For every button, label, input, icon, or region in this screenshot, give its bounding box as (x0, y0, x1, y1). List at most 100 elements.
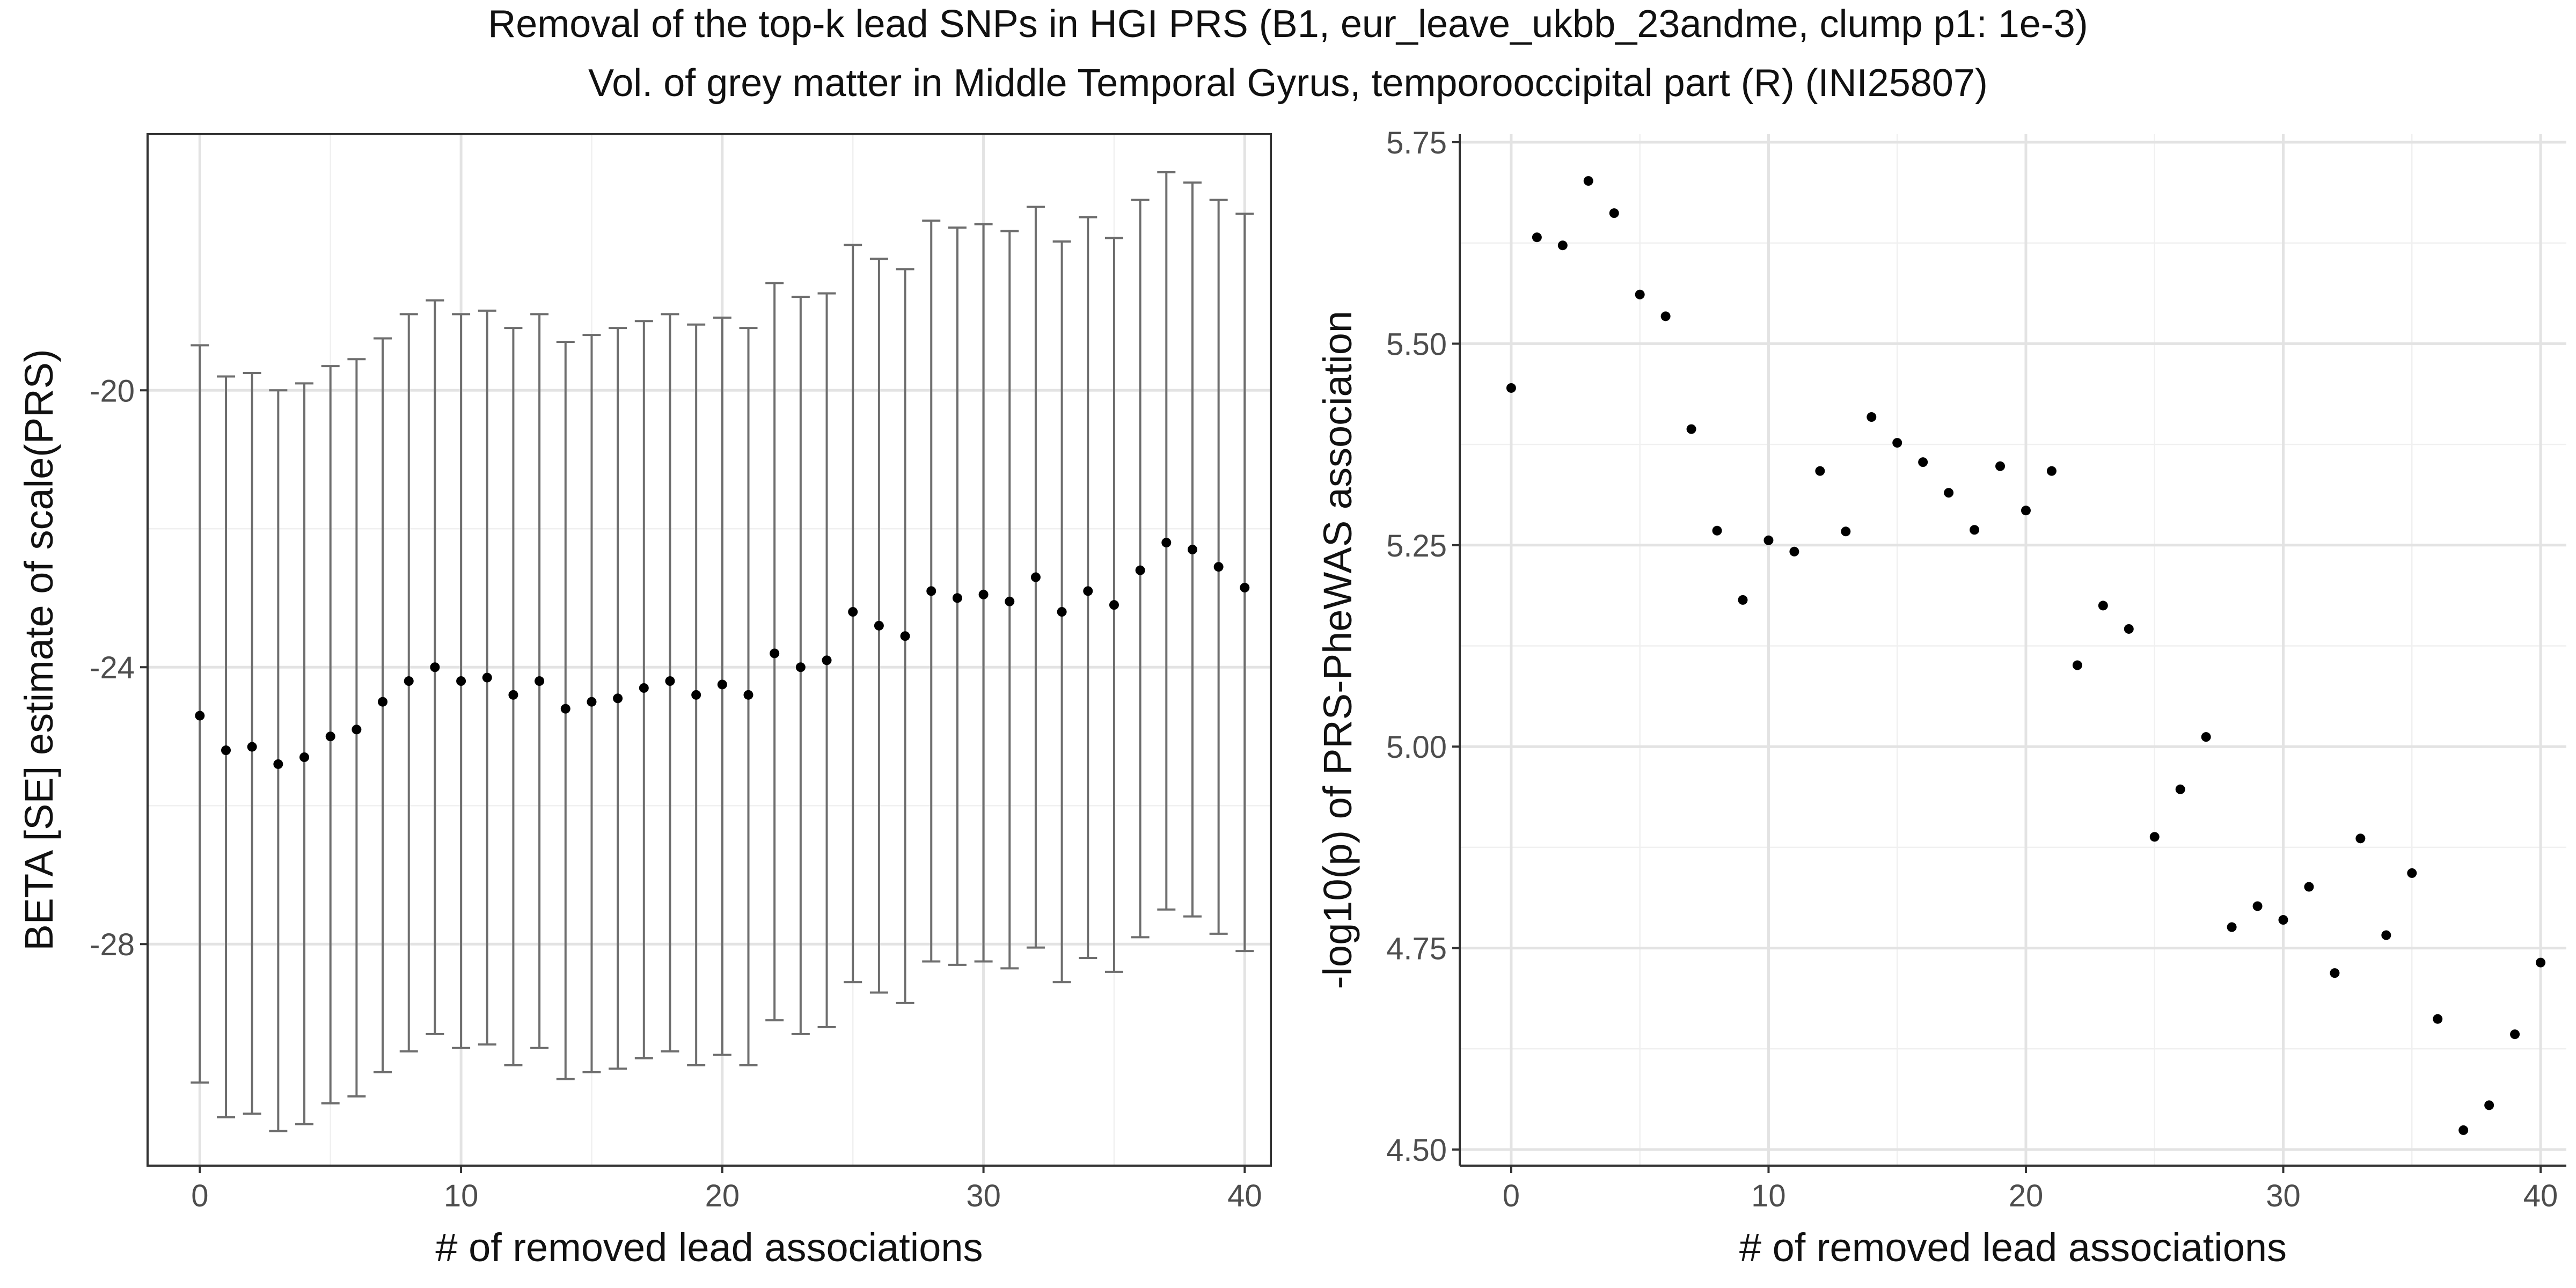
y-tick-label: 5.25 (1386, 529, 1447, 564)
data-point (1057, 607, 1067, 617)
data-point (2201, 732, 2211, 742)
data-point (900, 631, 910, 641)
data-point (221, 745, 231, 756)
data-point (1135, 565, 1145, 575)
data-point (978, 589, 989, 599)
data-point (2381, 930, 2391, 940)
data-point (352, 724, 362, 735)
axis-ticks: 0 10 20 30 40 -20 -24 -28 (90, 374, 1262, 1213)
data-point (430, 662, 440, 672)
data-point (535, 676, 545, 686)
data-point (1609, 208, 1619, 218)
data-point (743, 690, 753, 700)
gridlines (1460, 134, 2566, 1166)
data-point (404, 676, 414, 686)
data-point (795, 662, 806, 672)
data-point (2124, 624, 2134, 634)
data-point (325, 731, 335, 742)
data-point (1240, 582, 1250, 592)
data-point (2355, 833, 2366, 844)
data-point (299, 752, 310, 762)
data-point (1712, 525, 1722, 536)
y-tick-label: 5.75 (1386, 126, 1447, 160)
data-point (1918, 457, 1928, 467)
data-point (1187, 544, 1197, 554)
data-points (195, 538, 1250, 769)
data-point (770, 648, 780, 658)
x-tick-label: 10 (444, 1179, 479, 1213)
y-tick-label: -24 (90, 650, 135, 685)
axis-ticks: 0 10 20 30 40 4.50 4.75 5.00 5.25 5.50 5.75 (1386, 126, 2558, 1213)
data-point (1815, 466, 1825, 476)
data-points (1506, 176, 2546, 1135)
data-point (1686, 424, 1696, 434)
y-axis-title: -log10(p) of PRS-PheWAS association (1315, 311, 1360, 989)
data-point (1213, 562, 1224, 572)
data-point (1532, 232, 1542, 243)
data-point (247, 742, 257, 752)
data-point (665, 676, 675, 686)
data-point (2175, 784, 2185, 794)
data-point (1995, 461, 2006, 471)
y-axis-title: BETA [SE] estimate of scale(PRS) (17, 349, 61, 950)
x-tick-label: 0 (1503, 1179, 1520, 1213)
data-point (1583, 176, 1593, 186)
data-point (1867, 412, 1877, 422)
pvalue-panel: 0 10 20 30 40 4.50 4.75 5.00 5.25 5.50 5.75 # of re… (1315, 126, 2566, 1270)
data-point (639, 683, 649, 693)
x-tick-label: 40 (2523, 1179, 2558, 1213)
data-point (926, 586, 936, 596)
data-point (1635, 289, 1645, 299)
data-point (1161, 538, 1172, 548)
data-point (1083, 586, 1093, 596)
data-point (2484, 1100, 2494, 1110)
data-point (456, 676, 466, 686)
data-point (2458, 1125, 2469, 1135)
data-point (2536, 957, 2546, 968)
data-point (2072, 660, 2082, 670)
x-axis-title: # of removed lead associations (1739, 1225, 2287, 1270)
gridlines (148, 134, 1271, 1166)
data-point (1109, 600, 1119, 610)
data-point (848, 607, 858, 617)
panel-border (147, 133, 1272, 1167)
x-tick-label: 20 (705, 1179, 740, 1213)
y-tick-label: -20 (90, 374, 135, 408)
figure-title: Removal of the top-k lead SNPs in HGI PR… (488, 3, 2088, 46)
x-tick-label: 10 (1751, 1179, 1786, 1213)
data-point (1030, 572, 1041, 582)
data-point (2046, 466, 2057, 476)
data-point (874, 620, 884, 631)
data-point (952, 593, 962, 603)
x-tick-label: 0 (191, 1179, 208, 1213)
data-point (2330, 968, 2340, 978)
x-tick-label: 30 (966, 1179, 1001, 1213)
data-point (195, 711, 205, 721)
data-point (717, 679, 727, 690)
y-tick-label: 5.50 (1386, 327, 1447, 362)
data-point (2021, 506, 2031, 516)
data-point (2227, 922, 2237, 932)
y-tick-label: 4.50 (1386, 1133, 1447, 1168)
data-point (1970, 525, 1980, 535)
data-point (378, 697, 388, 707)
data-point (1944, 488, 1954, 498)
data-point (2149, 832, 2160, 842)
y-tick-label: 5.00 (1386, 730, 1447, 765)
data-point (273, 759, 283, 769)
data-point (613, 693, 623, 704)
data-point (691, 690, 701, 700)
x-tick-label: 20 (2009, 1179, 2044, 1213)
beta-panel: 0 10 20 30 40 -20 -24 -28 # of removed lead asso… (17, 133, 1272, 1270)
data-point (1841, 526, 1851, 537)
data-point (560, 704, 570, 714)
data-point (2510, 1029, 2520, 1040)
data-point (1763, 535, 1774, 545)
data-point (1892, 438, 1902, 448)
figure-subtitle: Vol. of grey matter in Middle Temporal G… (588, 62, 1988, 105)
data-point (1738, 595, 1748, 605)
data-point (1557, 240, 1568, 251)
data-point (1506, 383, 1516, 393)
data-point (482, 672, 492, 683)
